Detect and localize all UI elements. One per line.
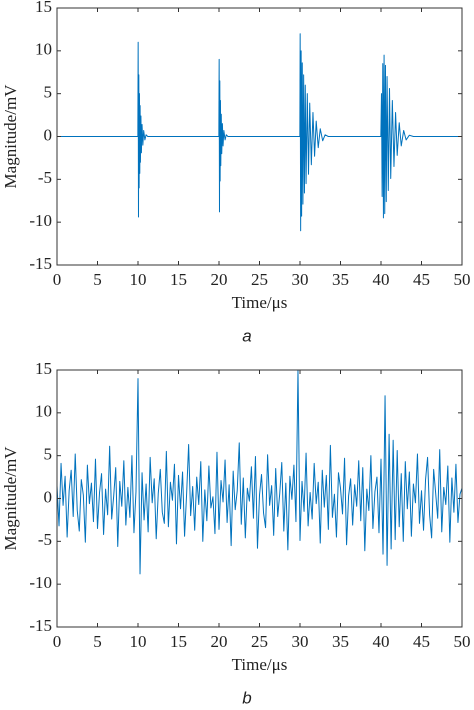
x-tick-label: 5 [93, 632, 102, 651]
x-tick-label: 35 [332, 632, 349, 651]
x-tick-label: 15 [170, 270, 187, 289]
x-axis-label: Time/μs [232, 293, 288, 312]
y-tick-label: -5 [38, 530, 52, 549]
x-tick-label: 10 [130, 632, 147, 651]
x-tick-label: 5 [93, 270, 102, 289]
signal-line [57, 370, 462, 575]
y-tick-label: -10 [29, 211, 52, 230]
y-tick-label: -10 [29, 573, 52, 592]
x-tick-label: 25 [251, 270, 268, 289]
x-tick-label: 15 [170, 632, 187, 651]
y-tick-label: 15 [35, 0, 52, 16]
caption: a [242, 326, 251, 345]
x-tick-label: 45 [413, 270, 430, 289]
x-axis-label: Time/μs [232, 655, 288, 674]
x-tick-label: 10 [130, 270, 147, 289]
x-tick-label: 30 [292, 632, 309, 651]
y-tick-label: -15 [29, 616, 52, 635]
x-tick-label: 50 [454, 270, 471, 289]
x-tick-label: 30 [292, 270, 309, 289]
x-tick-label: 40 [373, 632, 390, 651]
y-tick-label: 10 [35, 402, 52, 421]
x-tick-label: 45 [413, 632, 430, 651]
y-tick-label: 5 [44, 83, 53, 102]
chart-panel: 0 5 10 15 20 25 30 35 40 45 50 -15 -10 -5 0 5 10 15 Time/μ… [1, 0, 471, 345]
x-tick-label: 25 [251, 632, 268, 651]
x-tick-label: 0 [53, 632, 62, 651]
x-tick-label: 0 [53, 270, 62, 289]
y-axis-label: Magnitude/mV [1, 446, 20, 551]
y-tick-label: 15 [35, 359, 52, 378]
y-axis-label: Magnitude/mV [1, 84, 20, 189]
signal-line [57, 33, 462, 232]
y-tick-label: 0 [44, 125, 53, 144]
x-tick-label: 40 [373, 270, 390, 289]
y-tick-label: 5 [44, 445, 53, 464]
chart-panel: 0 5 10 15 20 25 30 35 40 45 50 -15 -10 -5 0 5 10 15 Time/μ… [1, 359, 471, 708]
caption: b [242, 688, 251, 707]
y-tick-label: 0 [44, 487, 53, 506]
y-tick-label: -15 [29, 254, 52, 273]
y-tick-label: 10 [35, 40, 52, 59]
x-tick-label: 50 [454, 632, 471, 651]
y-tick-label: -5 [38, 168, 52, 187]
plot-area [57, 370, 462, 575]
plot-area [57, 33, 462, 232]
x-tick-label: 20 [211, 632, 228, 651]
x-tick-label: 35 [332, 270, 349, 289]
x-tick-label: 20 [211, 270, 228, 289]
